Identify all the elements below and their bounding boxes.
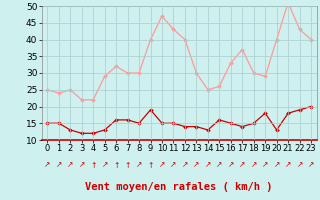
Text: ↗: ↗ (274, 160, 280, 170)
Text: ↗: ↗ (193, 160, 200, 170)
Text: ↗: ↗ (262, 160, 268, 170)
Text: ↗: ↗ (216, 160, 222, 170)
Text: ↑: ↑ (147, 160, 154, 170)
Text: ↑: ↑ (124, 160, 131, 170)
Text: ↗: ↗ (101, 160, 108, 170)
Text: ↗: ↗ (44, 160, 51, 170)
Text: ↗: ↗ (285, 160, 291, 170)
Text: ↑: ↑ (113, 160, 119, 170)
Text: ↗: ↗ (67, 160, 74, 170)
Text: ↗: ↗ (296, 160, 303, 170)
Text: ↗: ↗ (56, 160, 62, 170)
Text: ↗: ↗ (136, 160, 142, 170)
Text: ↗: ↗ (170, 160, 177, 170)
Text: ↑: ↑ (90, 160, 96, 170)
Text: ↗: ↗ (182, 160, 188, 170)
Text: Vent moyen/en rafales ( km/h ): Vent moyen/en rafales ( km/h ) (85, 182, 273, 192)
Text: ↗: ↗ (239, 160, 245, 170)
Text: ↗: ↗ (228, 160, 234, 170)
Text: ↗: ↗ (308, 160, 314, 170)
Text: ↗: ↗ (205, 160, 211, 170)
Text: ↗: ↗ (251, 160, 257, 170)
Text: ↗: ↗ (78, 160, 85, 170)
Text: ↗: ↗ (159, 160, 165, 170)
